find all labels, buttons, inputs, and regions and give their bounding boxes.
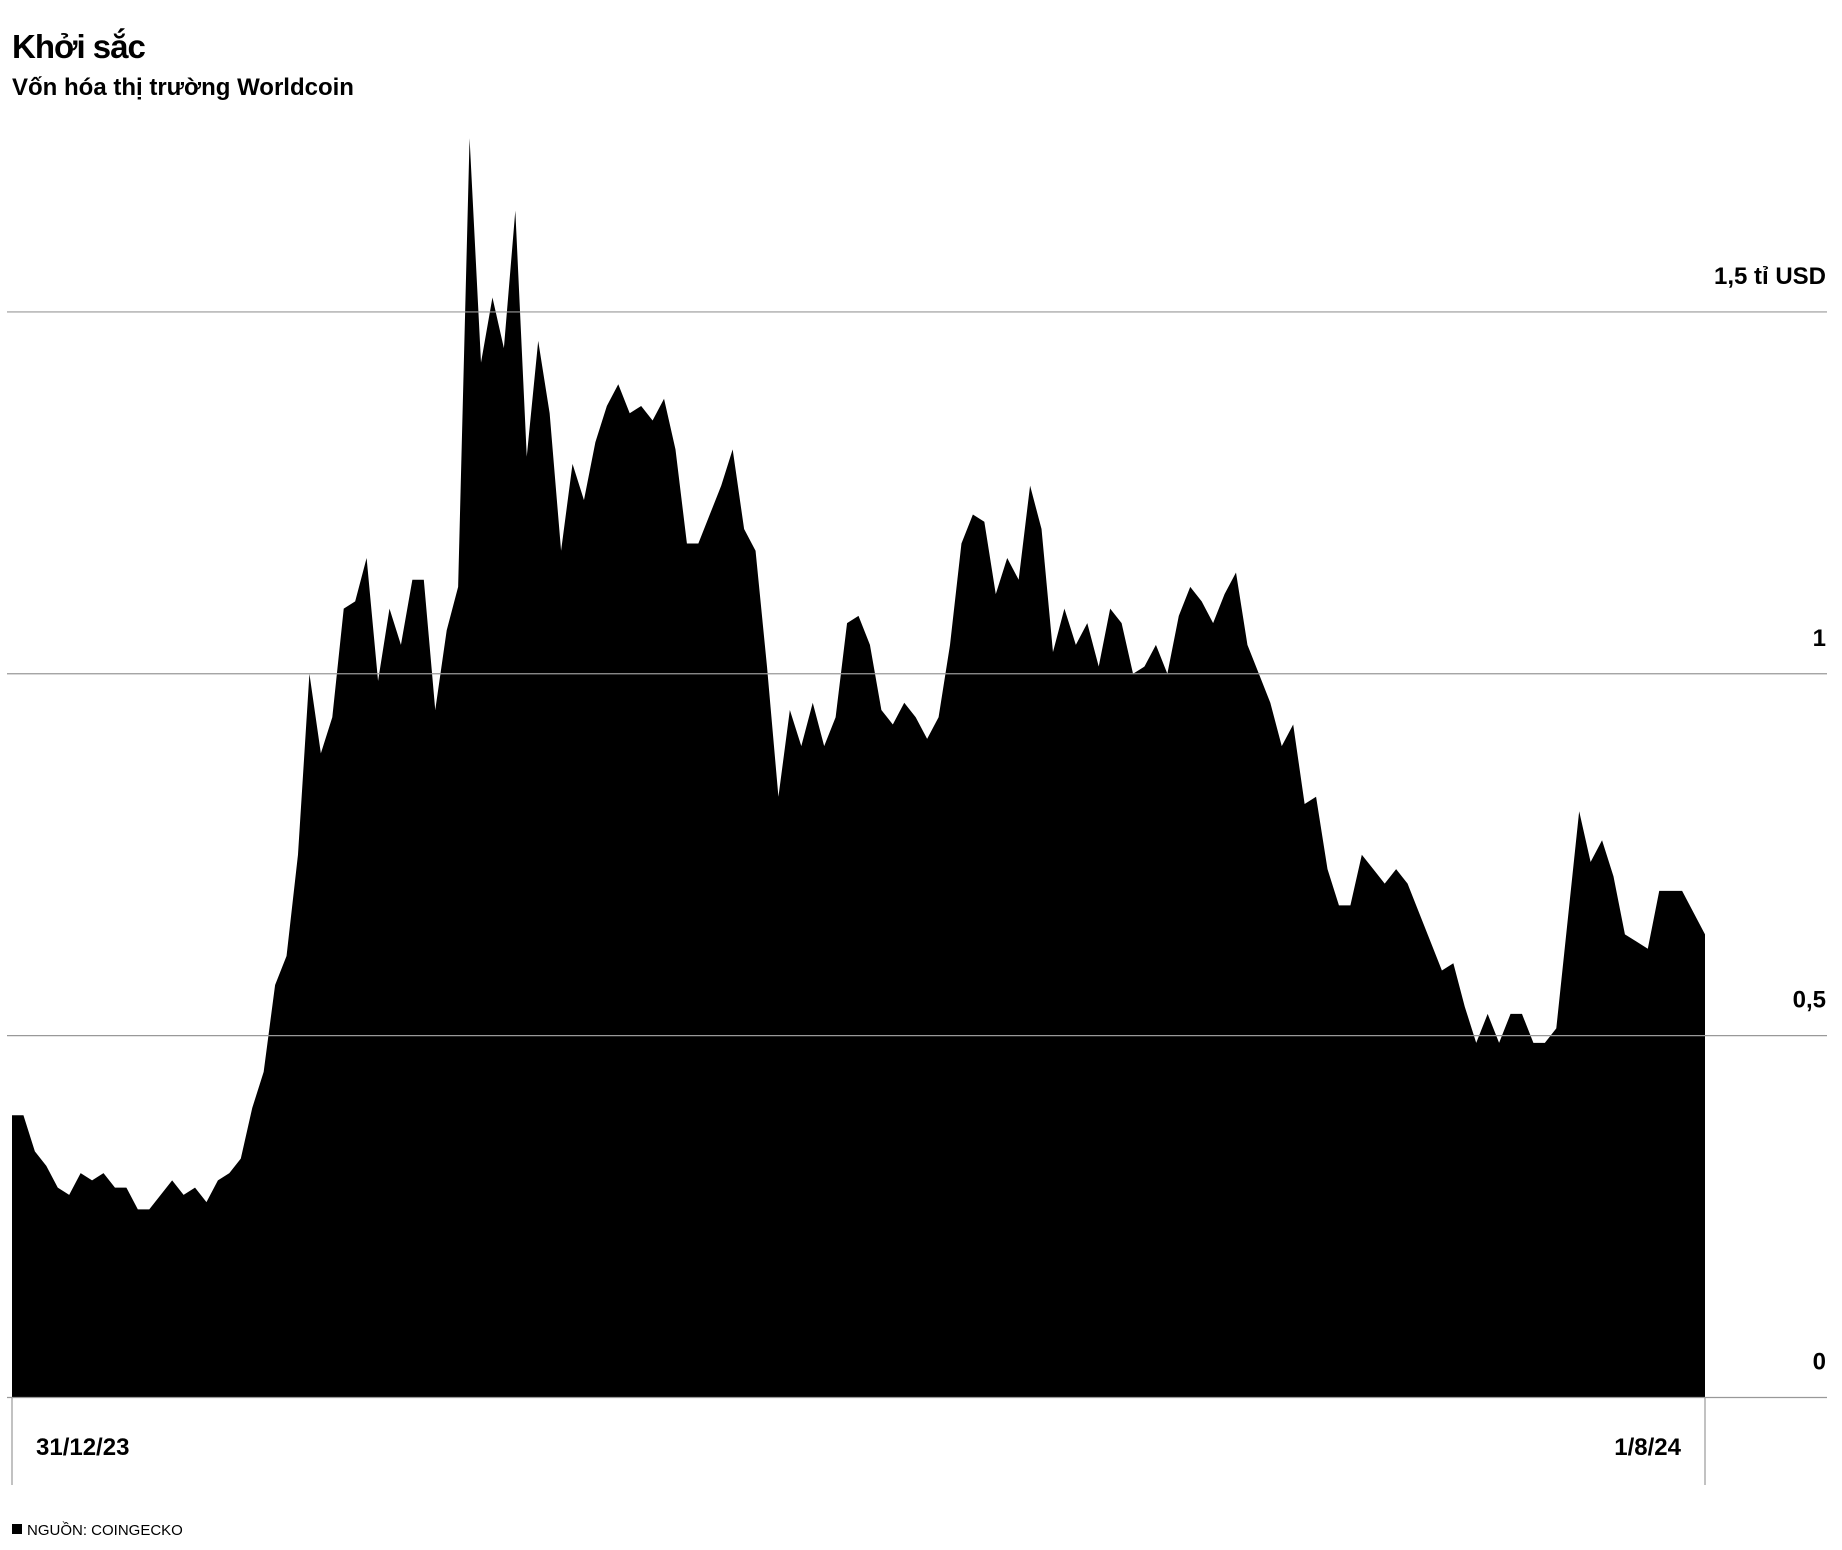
chart-subtitle: Vốn hóa thị trường Worldcoin — [12, 74, 354, 101]
y-tick-label: 1,5 tỉ USD — [1714, 263, 1826, 290]
x-tick-label: 1/8/24 — [1614, 1434, 1681, 1461]
x-tick-label: 31/12/23 — [36, 1434, 129, 1461]
chart-title: Khởi sắc — [12, 28, 145, 65]
source: NGUỒN: COINGECKO — [27, 1521, 183, 1539]
source-marker — [12, 1524, 22, 1534]
y-tick-label: 1 — [1813, 625, 1826, 652]
area — [12, 138, 1705, 1398]
y-tick-label: 0 — [1813, 1349, 1826, 1376]
y-tick-label: 0,5 — [1793, 987, 1826, 1014]
